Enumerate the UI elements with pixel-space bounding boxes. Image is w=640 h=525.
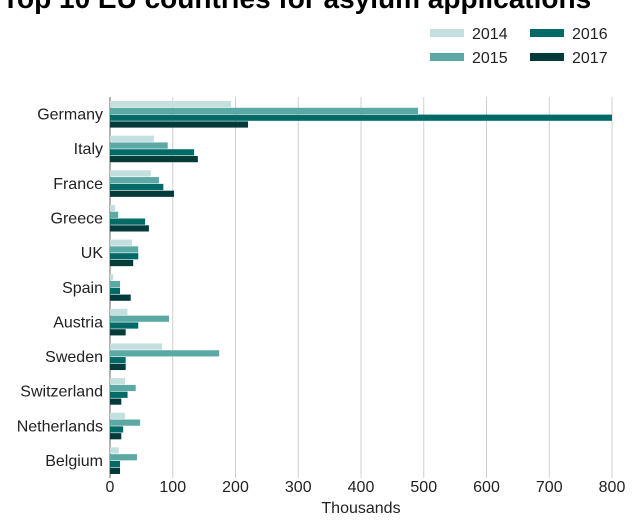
y-tick-label: Netherlands [17, 418, 103, 435]
legend-swatch [430, 53, 464, 61]
x-tick-label: 300 [285, 479, 312, 496]
x-tick-label: 700 [536, 479, 563, 496]
x-tick-label: 800 [599, 479, 626, 496]
bar [110, 114, 612, 121]
x-axis-label: Thousands [321, 500, 400, 517]
bar [110, 280, 121, 288]
y-tick-label: Switzerland [20, 384, 103, 401]
bar [110, 350, 220, 357]
bar [110, 246, 139, 253]
bar [110, 294, 131, 301]
bar [110, 190, 175, 197]
bar [110, 107, 419, 114]
bar [110, 357, 126, 364]
legend-label: 2017 [572, 50, 608, 67]
bar [110, 467, 121, 474]
bar [110, 177, 159, 184]
x-tick-label: 100 [159, 479, 186, 496]
bar [110, 239, 132, 246]
bar [110, 329, 126, 336]
bar [110, 308, 128, 316]
bar [110, 149, 195, 156]
bar [110, 183, 164, 191]
x-tick-label: 500 [410, 479, 437, 496]
bar [110, 426, 124, 433]
legend-label: 2016 [572, 26, 608, 43]
bar [110, 142, 168, 149]
bar [110, 204, 116, 212]
y-tick-label: Spain [62, 280, 103, 297]
y-tick-label: UK [81, 245, 104, 262]
y-tick-label: Belgium [45, 453, 103, 470]
bar [110, 225, 149, 232]
bar [110, 287, 121, 294]
bar [110, 259, 134, 267]
bar [110, 378, 126, 385]
bar [110, 274, 114, 281]
bar [110, 156, 198, 163]
y-tick-label: France [53, 176, 103, 193]
bar [110, 101, 232, 108]
bar [110, 454, 137, 461]
legend-swatch [530, 53, 564, 61]
bar [110, 343, 163, 350]
bar [110, 253, 139, 260]
y-tick-label: Germany [37, 107, 103, 124]
bar [110, 384, 136, 392]
bar [110, 363, 126, 371]
bar [110, 170, 151, 177]
legend-swatch [530, 29, 564, 37]
bar [110, 433, 122, 440]
bar [110, 315, 169, 322]
x-tick-label: 400 [348, 479, 375, 496]
x-tick-label: 200 [222, 479, 249, 496]
bar [110, 460, 121, 468]
bar [110, 398, 122, 405]
bar [110, 419, 141, 426]
y-tick-label: Italy [74, 141, 103, 158]
bar [110, 391, 128, 398]
legend-swatch [430, 29, 464, 37]
bar [110, 135, 154, 142]
legend-label: 2015 [472, 50, 508, 67]
bar [110, 412, 126, 419]
bar [110, 121, 249, 128]
bar [110, 211, 119, 218]
y-tick-label: Sweden [45, 349, 103, 366]
y-tick-label: Austria [53, 314, 103, 331]
legend-label: 2014 [472, 26, 508, 43]
chart-title: Top 10 EU countries for asylum applicati… [2, 0, 591, 14]
bar [110, 447, 119, 454]
y-tick-label: Greece [51, 211, 104, 228]
bar [110, 322, 139, 329]
bar [110, 218, 146, 225]
x-tick-label: 600 [473, 479, 500, 496]
x-tick-label: 0 [106, 479, 115, 496]
